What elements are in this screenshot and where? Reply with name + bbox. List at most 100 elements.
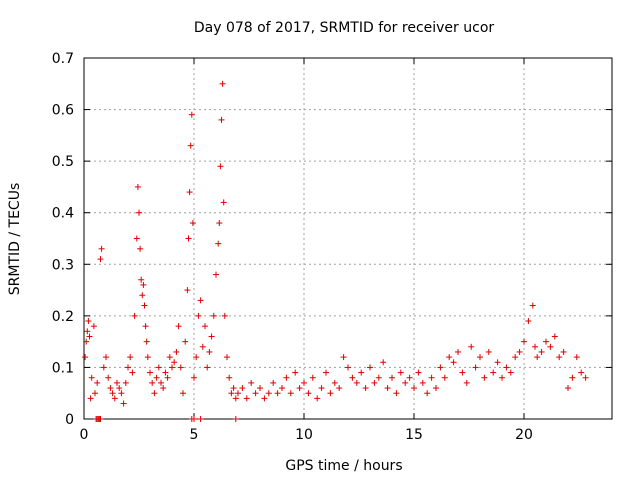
data-point [565, 385, 571, 392]
data-point [226, 374, 233, 381]
data-point [199, 343, 206, 350]
data-point [134, 183, 141, 190]
data-point [239, 385, 246, 392]
data-point [446, 354, 453, 361]
data-point [144, 354, 151, 361]
data-point [133, 235, 140, 242]
data-point [97, 256, 104, 263]
data-point [296, 385, 303, 392]
data-point [147, 369, 153, 376]
data-point [87, 395, 94, 402]
chart-title: Day 078 of 2017, SRMTID for receiver uco… [194, 20, 495, 36]
y-tick-label: 0.2 [52, 309, 74, 325]
data-point [187, 142, 194, 149]
data-point [578, 369, 585, 376]
data-point [437, 364, 444, 371]
data-point [97, 416, 104, 422]
data-point [397, 369, 404, 376]
data-point [92, 390, 98, 397]
data-point [136, 209, 142, 216]
y-axis-title: SRMTID / TECUs [7, 183, 23, 296]
data-point [494, 359, 501, 366]
y-tick-label: 0.3 [52, 257, 74, 273]
data-point [175, 323, 182, 330]
data-point [216, 220, 223, 227]
data-point [160, 385, 167, 392]
data-point [83, 338, 90, 345]
plot-frame [83, 57, 613, 420]
data-point [162, 369, 169, 376]
data-point [287, 390, 294, 397]
data-point [292, 369, 299, 376]
data-point [103, 354, 109, 361]
x-tick-label: 20 [515, 427, 533, 443]
data-point [82, 354, 89, 361]
data-point [219, 80, 226, 87]
x-tick-labels: 0 5 10 15 20 [80, 427, 533, 443]
data-point [521, 338, 527, 345]
data-point [213, 271, 219, 278]
data-point [463, 379, 470, 386]
data-point [232, 395, 239, 402]
data-point [158, 379, 164, 386]
data-point [375, 374, 382, 381]
data-point [125, 364, 131, 371]
data-point [155, 364, 162, 371]
data-point [189, 220, 196, 227]
data-point [490, 369, 497, 376]
data-point [210, 312, 217, 319]
data-point [166, 354, 173, 361]
data-point [107, 385, 114, 392]
data-point [261, 395, 268, 402]
data-point [309, 374, 316, 381]
data-point [279, 385, 285, 392]
y-tick-label: 0.6 [52, 103, 74, 119]
data-point [543, 338, 549, 345]
data-point [507, 369, 514, 376]
x-axis-title: GPS time / hours [285, 458, 402, 474]
data-point [573, 354, 580, 361]
y-tick-label: 0.7 [52, 51, 74, 67]
data-point [358, 369, 365, 376]
data-point [327, 390, 334, 397]
data-point [127, 354, 134, 361]
data-point [90, 323, 97, 330]
data-point [191, 416, 197, 422]
data-point [314, 395, 321, 402]
data-point [551, 333, 558, 340]
data-point [84, 328, 91, 335]
data-point [301, 379, 307, 386]
data-point [100, 364, 107, 371]
data-point [120, 400, 127, 407]
data-point [243, 395, 250, 402]
data-point [109, 390, 116, 397]
data-point [532, 343, 538, 350]
data-point [116, 385, 123, 392]
data-point [188, 111, 195, 118]
data-point [367, 364, 373, 371]
data-point [197, 297, 204, 304]
data-point [318, 385, 325, 392]
y-tick-label: 0 [65, 412, 74, 428]
data-point [402, 379, 409, 386]
data-point [503, 364, 510, 371]
data-point [215, 240, 222, 247]
data-point [529, 302, 536, 309]
data-point [485, 348, 492, 355]
data-point [186, 189, 193, 196]
data-point [149, 379, 156, 386]
data-point [468, 343, 475, 350]
data-point [86, 333, 93, 340]
data-point [137, 245, 144, 252]
data-point [218, 116, 225, 123]
data-point [171, 359, 178, 366]
y-tick-labels: 0 0.1 0.2 0.3 0.4 0.5 0.6 0.7 [52, 51, 74, 428]
data-point [195, 312, 202, 319]
data-point [252, 390, 259, 397]
data-point [94, 379, 101, 386]
data-point [441, 374, 448, 381]
data-point [182, 338, 189, 345]
data-point [384, 385, 391, 392]
data-point [406, 374, 413, 381]
data-point [433, 385, 439, 392]
